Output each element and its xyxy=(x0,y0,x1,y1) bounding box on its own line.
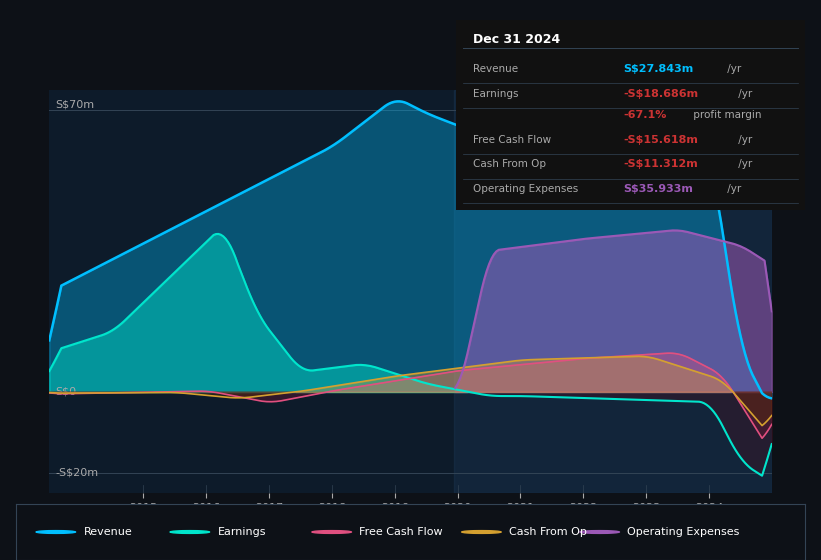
Circle shape xyxy=(461,531,501,533)
Text: Cash From Op: Cash From Op xyxy=(473,159,546,169)
Circle shape xyxy=(580,531,619,533)
Text: /yr: /yr xyxy=(735,159,752,169)
Text: profit margin: profit margin xyxy=(690,110,762,120)
Text: -67.1%: -67.1% xyxy=(623,110,667,120)
Text: Operating Expenses: Operating Expenses xyxy=(473,184,578,194)
Circle shape xyxy=(170,531,209,533)
Text: /yr: /yr xyxy=(735,134,752,144)
Text: -S$15.618m: -S$15.618m xyxy=(623,134,698,144)
Circle shape xyxy=(312,531,351,533)
Text: /yr: /yr xyxy=(723,184,741,194)
Text: -S$20m: -S$20m xyxy=(56,468,99,478)
Text: /yr: /yr xyxy=(735,89,752,99)
Text: -S$11.312m: -S$11.312m xyxy=(623,159,698,169)
Text: S$70m: S$70m xyxy=(56,100,94,110)
Text: Earnings: Earnings xyxy=(473,89,519,99)
Text: Revenue: Revenue xyxy=(473,64,518,74)
Text: /yr: /yr xyxy=(723,64,741,74)
Circle shape xyxy=(36,531,76,533)
Text: Revenue: Revenue xyxy=(84,527,132,537)
Text: S$35.933m: S$35.933m xyxy=(623,184,693,194)
Text: Earnings: Earnings xyxy=(218,527,266,537)
Text: Free Cash Flow: Free Cash Flow xyxy=(473,134,551,144)
Text: S$27.843m: S$27.843m xyxy=(623,64,694,74)
Text: -S$18.686m: -S$18.686m xyxy=(623,89,699,99)
Text: Cash From Op: Cash From Op xyxy=(509,527,587,537)
Text: Dec 31 2024: Dec 31 2024 xyxy=(473,33,561,46)
Text: Free Cash Flow: Free Cash Flow xyxy=(360,527,443,537)
Text: S$0: S$0 xyxy=(56,387,76,397)
Text: Operating Expenses: Operating Expenses xyxy=(627,527,740,537)
Bar xyxy=(455,90,772,493)
